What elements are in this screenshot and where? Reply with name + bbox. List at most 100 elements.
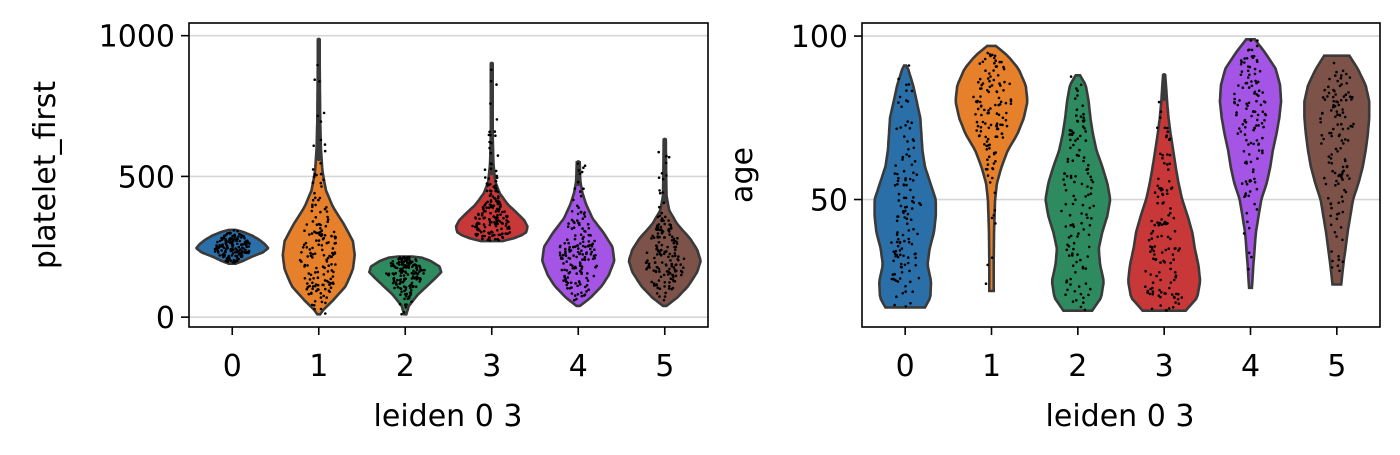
data-point	[1060, 209, 1063, 213]
data-point	[572, 226, 576, 229]
data-point	[673, 254, 677, 258]
data-point	[1327, 91, 1331, 95]
data-point	[1233, 92, 1236, 96]
data-point	[1081, 104, 1084, 107]
data-point	[415, 275, 419, 278]
data-point	[576, 180, 580, 184]
data-point	[301, 246, 305, 249]
data-point	[898, 241, 902, 245]
data-point	[484, 176, 487, 179]
data-point	[908, 127, 912, 130]
data-point	[593, 256, 596, 260]
data-point	[1077, 154, 1080, 157]
data-point	[1176, 298, 1180, 301]
data-point	[1087, 293, 1090, 297]
data-point	[988, 79, 991, 83]
data-point	[1257, 124, 1260, 127]
data-point	[904, 124, 907, 127]
data-point	[670, 235, 674, 238]
data-point	[581, 240, 585, 244]
data-point	[1255, 99, 1258, 103]
data-point	[1150, 232, 1153, 235]
data-point	[998, 60, 1001, 64]
data-point	[1153, 223, 1156, 227]
data-point	[997, 96, 1001, 100]
data-point	[396, 278, 399, 282]
data-point	[664, 291, 667, 295]
data-point	[903, 216, 906, 219]
data-point	[1077, 232, 1080, 235]
data-point	[224, 250, 227, 254]
data-point	[580, 170, 584, 174]
data-point	[1253, 92, 1256, 95]
data-point	[308, 248, 312, 251]
data-point	[654, 227, 658, 231]
data-point	[1238, 99, 1241, 102]
data-point	[1160, 251, 1164, 254]
data-point	[1002, 65, 1005, 69]
data-point	[1239, 73, 1243, 76]
data-point	[1001, 136, 1005, 139]
data-point	[1089, 287, 1092, 291]
data-point	[1330, 250, 1333, 253]
data-point	[893, 172, 897, 175]
data-point	[1149, 245, 1152, 248]
data-point	[498, 220, 502, 223]
data-point	[1337, 174, 1340, 178]
x-tick-label: 0	[223, 349, 242, 384]
data-point	[897, 199, 901, 202]
data-point	[225, 243, 228, 246]
data-point	[590, 244, 594, 248]
data-point	[310, 232, 314, 235]
data-point	[1071, 252, 1074, 255]
data-point	[1255, 44, 1259, 48]
data-point	[407, 296, 411, 299]
data-point	[985, 148, 989, 151]
data-point	[569, 263, 572, 267]
data-point	[668, 267, 671, 271]
data-point	[240, 250, 244, 254]
data-point	[475, 222, 479, 226]
data-point	[235, 239, 238, 243]
data-point	[896, 183, 899, 186]
data-point	[404, 294, 408, 298]
data-point	[585, 284, 589, 287]
data-point	[899, 126, 902, 129]
data-point	[989, 75, 992, 78]
data-point	[671, 273, 675, 277]
data-point	[1166, 153, 1169, 156]
data-point	[481, 237, 484, 241]
data-point	[316, 276, 320, 280]
data-point	[1157, 100, 1161, 104]
data-point	[408, 262, 411, 265]
data-point	[1256, 113, 1260, 117]
data-point	[1233, 97, 1236, 101]
data-point	[583, 255, 587, 259]
scatter-points	[890, 39, 1355, 312]
data-point	[986, 174, 990, 177]
data-point	[895, 253, 899, 257]
data-point	[487, 177, 491, 180]
data-point	[1177, 292, 1180, 296]
data-point	[1165, 189, 1169, 192]
data-point	[1350, 98, 1353, 101]
data-point	[401, 270, 405, 273]
data-point	[1342, 142, 1345, 145]
data-point	[993, 191, 997, 195]
data-point	[579, 262, 582, 265]
data-point	[239, 248, 242, 251]
data-point	[1331, 259, 1334, 263]
data-point	[673, 280, 677, 283]
data-point	[1334, 184, 1337, 187]
data-point	[978, 134, 981, 137]
data-point	[674, 263, 677, 267]
data-point	[1159, 304, 1162, 307]
data-point	[572, 198, 575, 202]
data-point	[222, 236, 225, 240]
data-point	[218, 254, 221, 257]
data-point	[1332, 61, 1336, 65]
data-point	[300, 251, 303, 254]
data-point	[404, 305, 408, 309]
data-point	[1064, 202, 1068, 206]
data-point	[1263, 119, 1266, 122]
